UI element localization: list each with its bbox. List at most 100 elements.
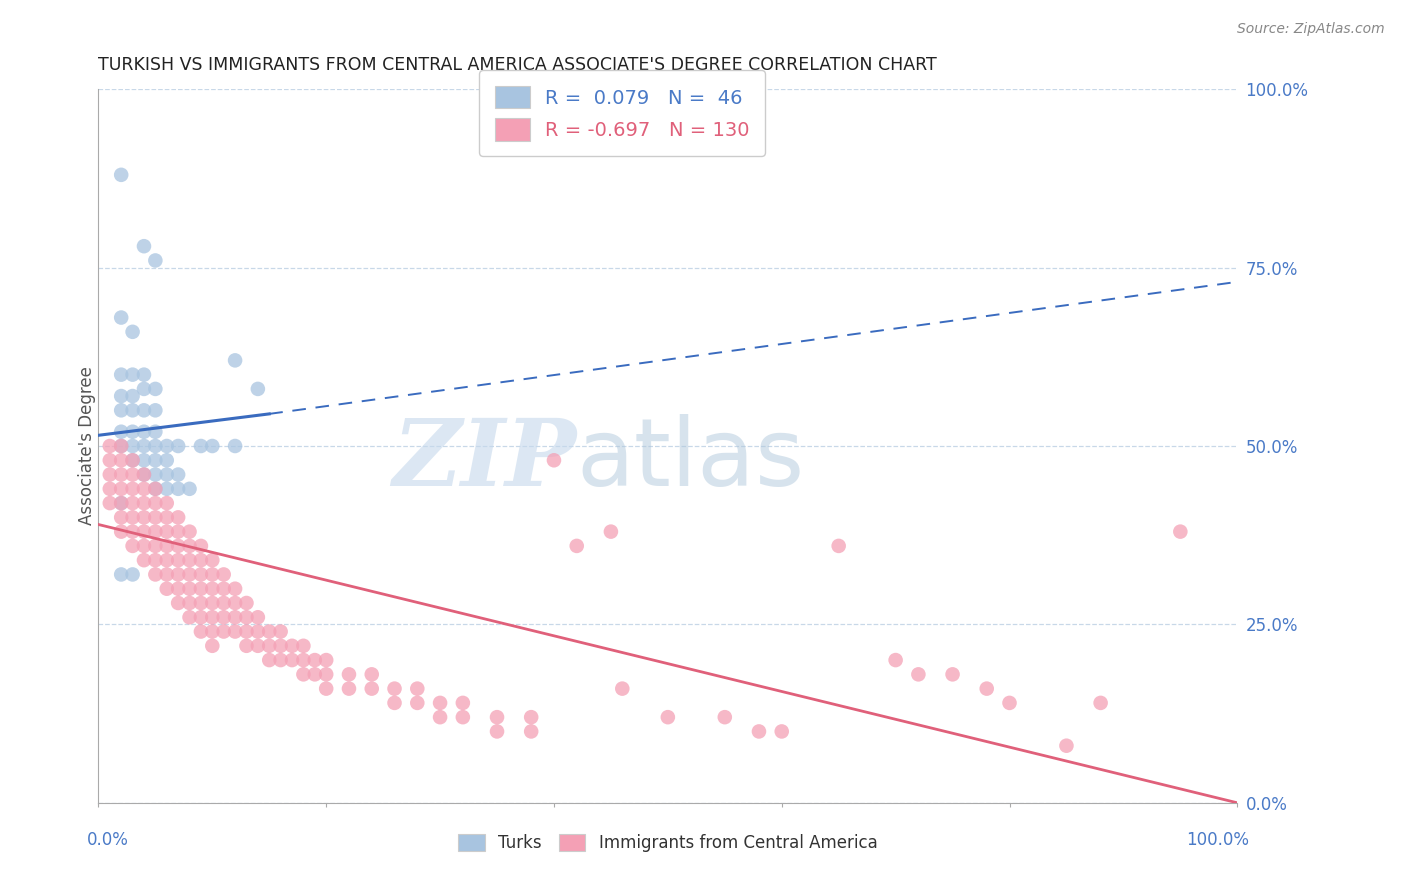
- Point: [132, 453, 155, 467]
- Point: [167, 567, 190, 582]
- Point: [212, 624, 235, 639]
- Text: 0.0%: 0.0%: [87, 831, 129, 849]
- Text: 100.0%: 100.0%: [1185, 831, 1249, 849]
- Point: [235, 624, 257, 639]
- Point: [145, 482, 167, 496]
- Point: [246, 639, 269, 653]
- Point: [132, 403, 155, 417]
- Point: [212, 567, 235, 582]
- Point: [543, 453, 565, 467]
- Point: [132, 368, 155, 382]
- Point: [224, 596, 246, 610]
- Point: [156, 453, 179, 467]
- Point: [429, 710, 451, 724]
- Point: [520, 724, 543, 739]
- Point: [190, 610, 212, 624]
- Point: [224, 353, 246, 368]
- Text: TURKISH VS IMMIGRANTS FROM CENTRAL AMERICA ASSOCIATE'S DEGREE CORRELATION CHART: TURKISH VS IMMIGRANTS FROM CENTRAL AMERI…: [98, 56, 938, 74]
- Point: [907, 667, 929, 681]
- Point: [167, 482, 190, 496]
- Point: [132, 524, 155, 539]
- Point: [121, 510, 143, 524]
- Point: [246, 382, 269, 396]
- Point: [270, 624, 292, 639]
- Point: [270, 639, 292, 653]
- Point: [156, 539, 179, 553]
- Point: [145, 553, 167, 567]
- Point: [179, 610, 201, 624]
- Point: [748, 724, 770, 739]
- Point: [190, 539, 212, 553]
- Text: Source: ZipAtlas.com: Source: ZipAtlas.com: [1237, 22, 1385, 37]
- Point: [145, 510, 167, 524]
- Point: [190, 624, 212, 639]
- Point: [110, 439, 132, 453]
- Point: [190, 553, 212, 567]
- Point: [429, 696, 451, 710]
- Point: [156, 582, 179, 596]
- Point: [121, 368, 143, 382]
- Point: [167, 467, 190, 482]
- Point: [110, 567, 132, 582]
- Point: [110, 453, 132, 467]
- Point: [179, 596, 201, 610]
- Point: [212, 596, 235, 610]
- Point: [110, 482, 132, 496]
- Point: [235, 596, 257, 610]
- Point: [1054, 739, 1078, 753]
- Point: [121, 539, 143, 553]
- Point: [1170, 524, 1192, 539]
- Point: [612, 681, 634, 696]
- Point: [110, 168, 132, 182]
- Point: [167, 524, 190, 539]
- Point: [121, 325, 143, 339]
- Point: [98, 439, 121, 453]
- Y-axis label: Associate's Degree: Associate's Degree: [79, 367, 96, 525]
- Point: [190, 567, 212, 582]
- Point: [212, 582, 235, 596]
- Point: [167, 510, 190, 524]
- Point: [110, 510, 132, 524]
- Point: [156, 496, 179, 510]
- Point: [360, 681, 382, 696]
- Point: [190, 582, 212, 596]
- Point: [110, 425, 132, 439]
- Point: [224, 624, 246, 639]
- Point: [224, 610, 246, 624]
- Point: [304, 653, 326, 667]
- Point: [657, 710, 679, 724]
- Point: [145, 467, 167, 482]
- Point: [121, 453, 143, 467]
- Point: [121, 453, 143, 467]
- Point: [179, 582, 201, 596]
- Point: [384, 681, 406, 696]
- Point: [179, 567, 201, 582]
- Point: [770, 724, 793, 739]
- Point: [121, 389, 143, 403]
- Point: [304, 667, 326, 681]
- Point: [132, 496, 155, 510]
- Point: [600, 524, 623, 539]
- Point: [156, 553, 179, 567]
- Point: [201, 553, 224, 567]
- Point: [259, 653, 281, 667]
- Legend: Turks, Immigrants from Central America: Turks, Immigrants from Central America: [451, 827, 884, 859]
- Point: [98, 482, 121, 496]
- Point: [976, 681, 998, 696]
- Point: [292, 667, 315, 681]
- Point: [281, 639, 304, 653]
- Point: [132, 467, 155, 482]
- Point: [315, 681, 337, 696]
- Point: [337, 681, 360, 696]
- Point: [270, 653, 292, 667]
- Point: [315, 667, 337, 681]
- Point: [201, 567, 224, 582]
- Point: [145, 253, 167, 268]
- Point: [121, 482, 143, 496]
- Point: [145, 425, 167, 439]
- Text: atlas: atlas: [576, 414, 806, 507]
- Point: [224, 439, 246, 453]
- Point: [281, 653, 304, 667]
- Point: [145, 382, 167, 396]
- Point: [714, 710, 737, 724]
